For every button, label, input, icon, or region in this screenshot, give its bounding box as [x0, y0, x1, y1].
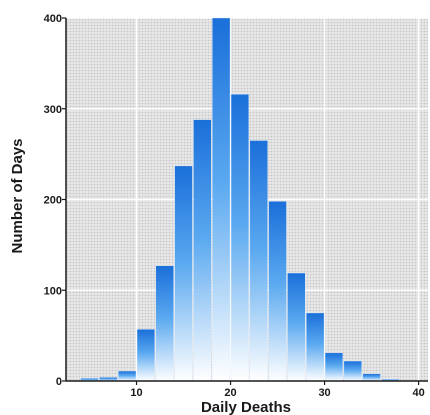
- bar: [193, 119, 212, 382]
- x-axis-label: Daily Deaths: [201, 399, 291, 415]
- y-tick-label: 100: [44, 285, 62, 297]
- bar: [287, 272, 306, 382]
- y-axis-label: Number of Days: [9, 138, 26, 253]
- bar: [268, 201, 287, 382]
- bar: [324, 352, 344, 382]
- bars: [80, 17, 400, 382]
- y-tick-label: 300: [44, 104, 62, 116]
- x-tick-label: 30: [318, 387, 330, 399]
- bar: [362, 373, 381, 382]
- bar: [118, 370, 137, 382]
- bar: [136, 329, 156, 382]
- x-tick-label: 20: [224, 387, 236, 399]
- bar: [343, 360, 362, 382]
- y-tick-label: 0: [56, 376, 62, 388]
- bar: [174, 165, 193, 382]
- bar: [249, 140, 268, 382]
- y-tick-label: 400: [44, 13, 62, 25]
- bar: [230, 94, 250, 382]
- bar: [306, 312, 325, 382]
- bar: [212, 17, 231, 382]
- x-tick-label: 10: [130, 387, 142, 399]
- y-tick-label: 200: [44, 195, 62, 207]
- bar: [155, 265, 174, 382]
- x-tick-label: 40: [412, 387, 424, 399]
